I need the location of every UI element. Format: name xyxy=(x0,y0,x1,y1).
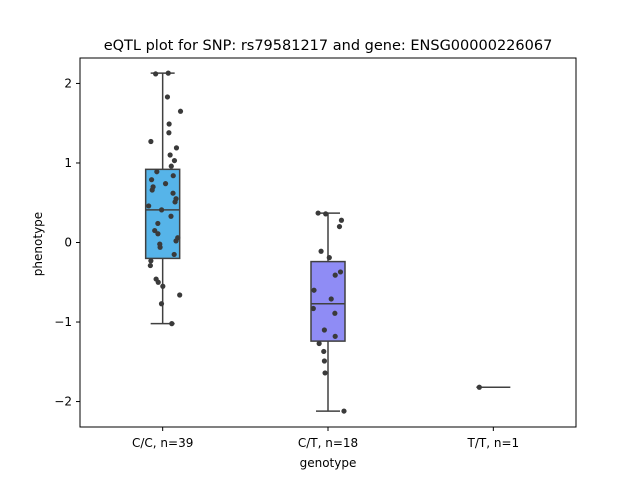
data-point xyxy=(158,301,165,307)
data-point xyxy=(338,217,345,223)
data-point xyxy=(336,223,343,230)
data-point xyxy=(310,305,316,312)
x-tick-label: T/T, n=1 xyxy=(467,436,520,450)
data-point xyxy=(155,220,161,227)
data-point xyxy=(321,348,327,355)
plot-area: −2 −1 0 1 2 C/C, n=39 C/T, n=18 T/T, n=1 xyxy=(54,57,577,450)
y-tick-label: 1 xyxy=(64,156,72,170)
data-point xyxy=(148,177,155,183)
data-point xyxy=(332,272,338,278)
y-tick-label: 0 xyxy=(64,236,72,250)
data-point xyxy=(166,130,172,136)
data-point xyxy=(146,203,152,209)
y-tick-label: −1 xyxy=(54,315,72,329)
data-point xyxy=(167,152,173,158)
y-axis-label: phenotype xyxy=(31,212,45,276)
data-point xyxy=(152,227,158,234)
data-point xyxy=(172,199,178,205)
data-point xyxy=(332,310,338,316)
data-point xyxy=(326,255,332,261)
data-point xyxy=(160,283,166,289)
data-point xyxy=(322,370,328,376)
data-point xyxy=(170,173,176,179)
data-point xyxy=(165,70,171,76)
data-point xyxy=(168,163,174,169)
data-point xyxy=(148,138,154,145)
chart-title: eQTL plot for SNP: rs79581217 and gene: … xyxy=(104,38,553,54)
data-point xyxy=(173,238,179,244)
x-tick-label: C/C, n=39 xyxy=(132,436,193,450)
data-point xyxy=(166,121,172,127)
data-point xyxy=(149,187,155,193)
data-point xyxy=(154,169,160,175)
data-point xyxy=(177,292,183,298)
data-point xyxy=(337,269,344,275)
data-point xyxy=(341,408,347,414)
box-iqr xyxy=(144,168,181,260)
box-iqr xyxy=(310,260,346,342)
data-point xyxy=(170,190,176,196)
data-point xyxy=(162,181,169,187)
data-point xyxy=(159,207,165,213)
x-tick-label: C/T, n=18 xyxy=(298,436,358,450)
data-point xyxy=(328,296,334,302)
y-tick-label: −2 xyxy=(54,395,72,409)
data-point xyxy=(155,231,161,237)
data-point xyxy=(311,287,317,293)
data-point xyxy=(332,333,338,339)
data-point xyxy=(177,108,184,114)
data-point xyxy=(476,384,482,390)
data-point xyxy=(318,248,324,254)
x-axis-label: genotype xyxy=(300,456,357,470)
data-point xyxy=(157,244,163,250)
data-point xyxy=(315,210,321,216)
data-point xyxy=(321,327,327,333)
data-point xyxy=(171,251,177,258)
data-point xyxy=(173,145,180,151)
data-point xyxy=(321,358,328,364)
data-point xyxy=(148,258,154,264)
data-point xyxy=(171,157,178,164)
data-point xyxy=(323,211,329,217)
data-point xyxy=(316,340,322,347)
data-point xyxy=(155,279,161,285)
data-point xyxy=(169,321,175,327)
y-tick-label: 2 xyxy=(64,76,72,90)
data-point xyxy=(168,213,174,219)
data-point xyxy=(147,262,153,269)
data-point xyxy=(164,94,171,100)
data-point xyxy=(153,71,159,77)
